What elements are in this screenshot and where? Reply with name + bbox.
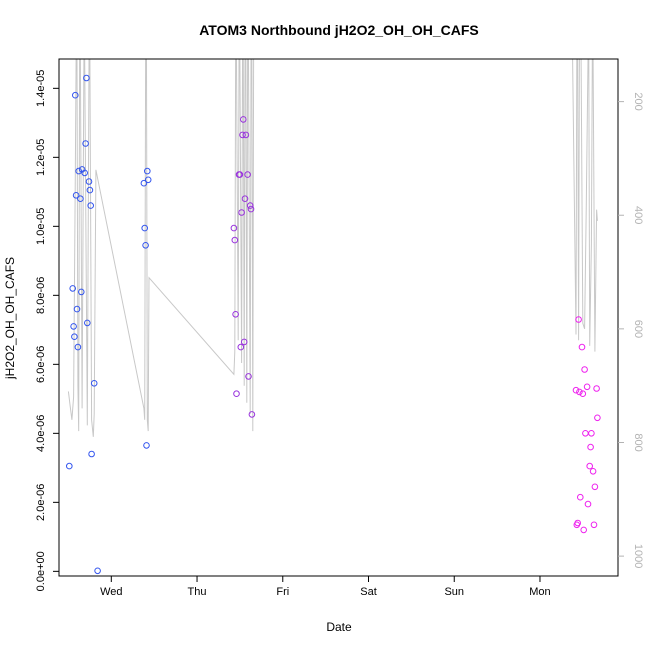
data-point xyxy=(572,386,580,394)
x-tick-label: Thu xyxy=(188,586,207,598)
data-point xyxy=(84,319,91,327)
data-point xyxy=(69,285,76,292)
y-tick-label: 4.0e-06 xyxy=(35,415,47,452)
data-point xyxy=(580,526,588,534)
y2-axis: 200 400 600 800 1000 xyxy=(618,92,644,568)
data-point xyxy=(72,192,80,199)
data-point xyxy=(584,500,592,508)
data-point xyxy=(144,167,151,175)
y2-tick-label: 200 xyxy=(632,92,644,110)
data-point xyxy=(582,430,589,437)
data-point xyxy=(73,305,81,313)
data-point xyxy=(588,430,595,437)
data-point xyxy=(232,311,239,318)
data-point xyxy=(578,343,586,351)
data-point xyxy=(239,131,246,139)
data-point xyxy=(576,388,583,396)
data-point xyxy=(579,390,587,398)
data-point xyxy=(140,179,148,187)
data-point xyxy=(587,443,594,451)
x-axis: Wed Thu Fri Sat Sun Mon xyxy=(100,576,551,598)
data-point xyxy=(244,171,251,178)
data-point xyxy=(589,468,597,475)
data-point xyxy=(94,567,101,575)
x-tick-label: Fri xyxy=(276,586,289,598)
data-point xyxy=(590,521,598,529)
data-point xyxy=(78,288,85,296)
data-point xyxy=(77,195,84,202)
data-point xyxy=(90,380,98,387)
data-point xyxy=(143,442,150,449)
data-point xyxy=(247,205,255,213)
data-point xyxy=(237,343,245,351)
altitude-line xyxy=(572,59,598,352)
x-axis-label: Date xyxy=(326,620,352,634)
chart-title: ATOM3 Northbound jH2O2_OH_OH_CAFS xyxy=(199,22,479,38)
x-tick-label: Wed xyxy=(100,586,122,598)
data-point xyxy=(248,411,256,418)
data-point xyxy=(144,176,152,184)
data-point xyxy=(246,202,254,209)
data-point xyxy=(142,242,149,249)
data-point xyxy=(574,519,582,527)
data-point xyxy=(581,366,588,373)
plot-frame xyxy=(58,58,619,577)
x-tick-label: Sat xyxy=(360,586,377,598)
data-point xyxy=(87,202,94,209)
data-point xyxy=(593,385,600,392)
data-point xyxy=(241,195,249,202)
data-point xyxy=(245,373,252,380)
data-point xyxy=(240,116,247,123)
y2-tick-label: 1000 xyxy=(632,544,644,568)
altitude-layer xyxy=(67,59,598,437)
data-point xyxy=(583,383,591,391)
data-point xyxy=(72,91,79,99)
data-point xyxy=(74,343,82,351)
data-point xyxy=(71,333,78,341)
data-point xyxy=(83,74,90,82)
altitude-line xyxy=(67,59,314,437)
data-point xyxy=(575,316,582,323)
y-tick-label: 8.0e-06 xyxy=(35,277,47,314)
y-tick-label: 1.2e-05 xyxy=(35,139,47,176)
points-layer xyxy=(66,74,601,575)
data-point xyxy=(86,186,94,194)
y2-tick-label: 400 xyxy=(632,206,644,224)
data-point xyxy=(591,483,599,491)
data-point xyxy=(230,224,238,232)
y-tick-label: 2.0e-06 xyxy=(35,484,47,521)
y-tick-label: 0.0e+00 xyxy=(35,551,47,591)
data-point xyxy=(85,178,93,185)
y-tick-label: 6.0e-06 xyxy=(35,346,47,383)
y-axis: 0.0e+00 2.0e-06 4.0e-06 6.0e-06 8.0e-06 1.0e-… xyxy=(35,70,59,591)
data-point xyxy=(577,493,584,501)
data-point xyxy=(594,414,601,422)
data-point xyxy=(231,236,239,244)
y2-tick-label: 800 xyxy=(632,433,644,451)
y2-tick-label: 600 xyxy=(632,320,644,338)
data-point xyxy=(240,338,248,346)
data-point xyxy=(233,390,240,398)
data-point xyxy=(81,169,88,177)
x-tick-label: Sun xyxy=(444,586,464,598)
data-point xyxy=(238,209,245,216)
data-point xyxy=(75,167,82,175)
data-point xyxy=(88,450,95,458)
y-tick-label: 1.4e-05 xyxy=(35,70,47,107)
data-point xyxy=(70,323,77,330)
data-point xyxy=(141,224,148,232)
y-axis-label: jH2O2_OH_OH_CAFS xyxy=(3,257,17,380)
data-point xyxy=(242,131,250,139)
data-point xyxy=(236,171,244,178)
data-point xyxy=(66,462,73,470)
data-point xyxy=(586,462,594,470)
data-point xyxy=(82,140,89,147)
y-tick-label: 1.0e-05 xyxy=(35,208,47,245)
x-tick-label: Mon xyxy=(529,586,550,598)
